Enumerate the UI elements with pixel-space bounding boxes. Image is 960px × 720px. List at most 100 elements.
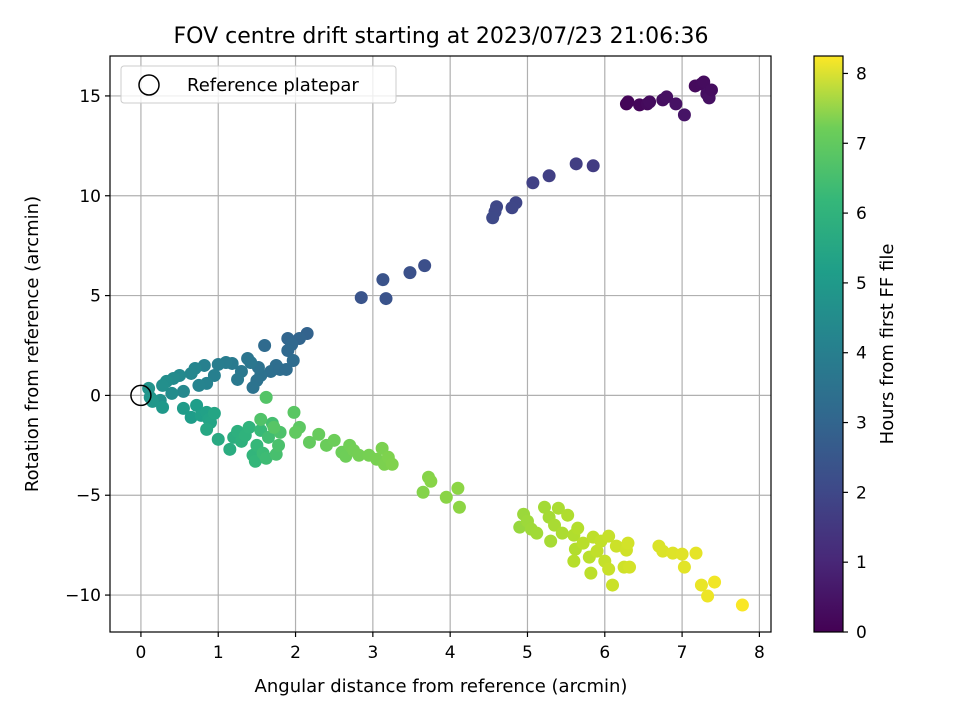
colorbar-label: Hours from first FF file (877, 244, 898, 445)
colorbar-tick-label: 2 (856, 483, 867, 503)
data-point (439, 490, 453, 504)
data-point (548, 518, 562, 532)
data-point (156, 400, 170, 414)
data-point (211, 432, 225, 446)
x-axis-ticks: 0 1 2 3 4 5 6 7 8 (136, 632, 765, 663)
legend-reference-marker (138, 74, 160, 96)
data-point (697, 75, 711, 89)
data-point (609, 539, 623, 553)
data-point (379, 292, 393, 306)
data-point (231, 372, 245, 386)
data-point (302, 435, 316, 449)
data-point (586, 159, 600, 173)
data-point (261, 430, 275, 444)
y-axis-ticks: −10 −5 0 5 10 15 (65, 87, 110, 606)
data-point (200, 422, 214, 436)
data-point (259, 390, 273, 404)
scatter-points (130, 75, 749, 612)
data-point (643, 95, 657, 109)
data-point (675, 547, 689, 561)
data-point (244, 355, 258, 369)
x-tick-label: 1 (213, 643, 224, 663)
data-point (621, 536, 635, 550)
data-point (418, 259, 432, 273)
colorbar: 0 1 2 3 4 5 6 7 8 Hours from first FF file (813, 55, 898, 643)
data-point (385, 457, 399, 471)
x-tick-label: 0 (136, 643, 147, 663)
data-point (279, 362, 293, 376)
colorbar-tick-label: 0 (856, 623, 867, 643)
data-point (207, 406, 221, 420)
data-point (735, 598, 749, 612)
y-tick-label: 5 (90, 287, 101, 307)
grid-lines (110, 56, 771, 632)
colorbar-tick-label: 5 (856, 274, 867, 294)
data-point (669, 97, 683, 111)
data-point (184, 410, 198, 424)
data-point (207, 368, 221, 382)
y-axis-label: Rotation from reference (arcmin) (22, 196, 43, 492)
data-point (352, 448, 366, 462)
data-point (403, 266, 417, 280)
data-point (677, 560, 691, 574)
reference-platepar-marker (130, 384, 152, 407)
data-point (505, 201, 519, 215)
data-point (267, 420, 281, 434)
data-point (571, 521, 585, 535)
y-tick-label: 15 (79, 87, 101, 107)
chart-title: FOV centre drift starting at 2023/07/23 … (174, 24, 709, 49)
data-point (281, 343, 295, 357)
data-point (254, 412, 268, 426)
colorbar-tick-label: 1 (856, 553, 867, 573)
data-point (289, 425, 303, 439)
colorbar-tick-label: 7 (856, 134, 867, 154)
data-point (223, 442, 237, 456)
y-tick-label: −5 (76, 486, 101, 506)
data-point (602, 529, 616, 543)
data-point (584, 566, 598, 580)
data-point (258, 338, 272, 352)
y-tick-label: −10 (65, 586, 101, 606)
x-tick-label: 7 (677, 643, 688, 663)
data-point (184, 366, 198, 380)
data-point (246, 380, 260, 394)
data-point (452, 500, 466, 514)
colorbar-gradient (813, 55, 844, 633)
data-point (376, 273, 390, 287)
data-point (606, 578, 620, 592)
x-tick-label: 6 (599, 643, 610, 663)
data-point (569, 157, 583, 171)
data-point (526, 176, 540, 190)
data-point (451, 481, 465, 495)
x-tick-label: 3 (367, 643, 378, 663)
colorbar-tick-label: 4 (856, 344, 867, 364)
data-point (287, 405, 301, 419)
data-point (689, 546, 703, 560)
data-point (537, 500, 551, 514)
data-point (677, 108, 691, 122)
x-axis-label: Angular distance from reference (arcmin) (255, 676, 628, 697)
data-point (272, 438, 286, 452)
data-point (192, 378, 206, 392)
data-point (660, 90, 674, 104)
data-point (590, 544, 604, 558)
data-point (561, 508, 575, 522)
data-point (656, 544, 670, 558)
data-point (211, 357, 225, 371)
data-point (176, 401, 190, 415)
y-tick-label: 0 (90, 386, 101, 406)
data-point (704, 83, 718, 97)
plot-frame (109, 55, 772, 633)
data-point (259, 451, 273, 465)
data-point (567, 554, 581, 568)
colorbar-ticks: 0 1 2 3 4 5 6 7 8 (843, 64, 867, 643)
data-point (542, 169, 556, 183)
colorbar-tick-label: 6 (856, 204, 867, 224)
data-point (621, 95, 635, 109)
data-point (701, 589, 715, 603)
x-tick-label: 5 (522, 643, 533, 663)
legend-reference-label: Reference platepar (187, 75, 359, 96)
data-point (708, 575, 722, 589)
data-point (530, 526, 544, 540)
